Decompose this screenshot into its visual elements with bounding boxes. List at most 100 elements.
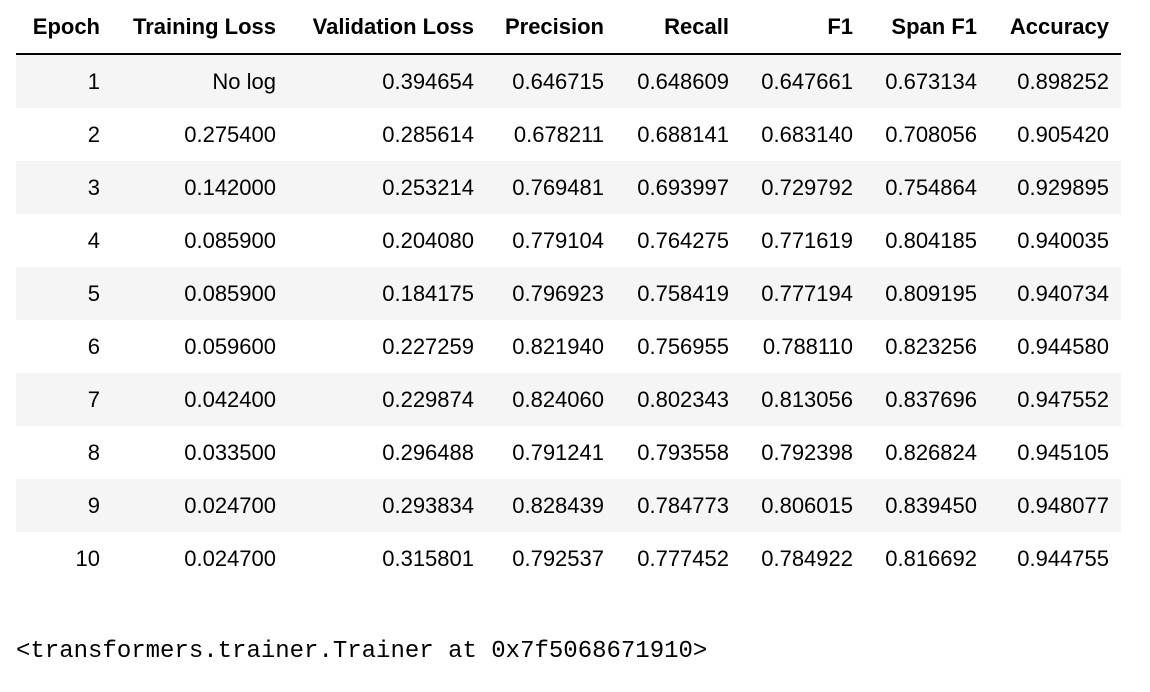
table-cell: 0.059600 [184, 333, 276, 359]
table-cell: 0.837696 [865, 373, 989, 426]
table-cell: No log [112, 54, 288, 108]
column-header: Span F1 [865, 0, 989, 55]
table-row: 3 0.142000 0.253214 0.769481 0.693997 0.72979… [16, 161, 1121, 214]
table-cell: 0.033500 [184, 439, 276, 465]
table-cell: 0.708056 [885, 121, 977, 147]
table-cell: 0.227259 [382, 333, 474, 359]
table-cell: 0.796923 [486, 267, 616, 320]
table-body: 1 No log 0.394654 0.646715 0.648609 0.647661 0… [16, 54, 1121, 585]
table-cell: 0.315801 [382, 545, 474, 571]
table-cell: 4 [87, 227, 100, 253]
column-header: Precision [486, 0, 616, 55]
table-cell: 0.821940 [512, 333, 604, 359]
table-cell: 5 [16, 267, 112, 320]
table-cell: 0.839450 [865, 479, 989, 532]
column-header: Recall [616, 0, 741, 55]
table-row: 8 0.033500 0.296488 0.791241 0.793558 0.79239… [16, 426, 1121, 479]
table-cell: 0.648609 [616, 54, 741, 108]
table-header: Epoch Training Loss Validation Loss Precisi… [16, 0, 1121, 55]
table-cell: 0.693997 [616, 161, 741, 214]
table-cell: 0.945105 [1017, 439, 1109, 465]
training-results-table-container: Epoch Training Loss Validation Loss Precisi… [16, 0, 1121, 585]
table-cell: 0.944755 [1017, 545, 1109, 571]
column-header: Epoch [16, 0, 112, 55]
table-cell: 0.769481 [486, 161, 616, 214]
table-cell: 2 [87, 121, 100, 147]
table-cell: 10 [75, 545, 100, 571]
table-cell: 0.253214 [288, 161, 486, 214]
table-cell: 0.646715 [486, 54, 616, 108]
table-cell: 0.823256 [885, 333, 977, 359]
table-cell: 0.085900 [112, 267, 288, 320]
table-cell: 0.673134 [865, 54, 989, 108]
table-cell: 0.802343 [616, 373, 741, 426]
table-cell: 0.764275 [637, 227, 729, 253]
table-row: 7 0.042400 0.229874 0.824060 0.802343 0.81305… [16, 373, 1121, 426]
table-cell: 3 [16, 161, 112, 214]
table-cell: 0.784922 [761, 545, 853, 571]
table-cell: 0.024700 [112, 479, 288, 532]
table-row: 5 0.085900 0.184175 0.796923 0.758419 0.77719… [16, 267, 1121, 320]
column-header: F1 [741, 0, 865, 55]
table-row: 6 0.059600 0.227259 0.821940 0.756955 0.78811… [16, 320, 1121, 373]
table-cell: 0.085900 [184, 227, 276, 253]
table-cell: 0.828439 [486, 479, 616, 532]
table-cell: 0.678211 [513, 121, 604, 147]
table-cell: 0.688141 [637, 121, 729, 147]
table-cell: 0.042400 [112, 373, 288, 426]
table-cell: 0.793558 [637, 439, 729, 465]
table-cell: 0.275400 [184, 121, 276, 147]
table-cell: 0.791241 [512, 439, 604, 465]
table-row: 9 0.024700 0.293834 0.828439 0.784773 0.80601… [16, 479, 1121, 532]
table-cell: 9 [16, 479, 112, 532]
table-cell: 0.944580 [1017, 333, 1109, 359]
table-cell: 0.824060 [486, 373, 616, 426]
table-cell: 0.826824 [885, 439, 977, 465]
table-cell: 0.756955 [637, 333, 729, 359]
table-cell: 0.816692 [885, 545, 977, 571]
column-header: Accuracy [989, 0, 1121, 55]
table-cell: 0.948077 [989, 479, 1121, 532]
table-cell: 0.771619 [761, 227, 853, 253]
table-cell: 0.905420 [1017, 121, 1109, 147]
table-cell: 0.804185 [885, 227, 977, 253]
table-cell: 0.293834 [288, 479, 486, 532]
table-cell: 0.394654 [288, 54, 486, 108]
column-header: Training Loss [112, 0, 288, 55]
table-cell: 0.940035 [1017, 227, 1109, 253]
table-cell: 0.647661 [741, 54, 865, 108]
table-cell: 0.898252 [989, 54, 1121, 108]
table-cell: 0.792398 [761, 439, 853, 465]
table-cell: 0.777452 [637, 545, 729, 571]
table-row: 2 0.275400 0.285614 0.678211 0.688141 0.68314… [16, 108, 1121, 161]
column-header: Validation Loss [288, 0, 486, 55]
table-cell: 0.142000 [112, 161, 288, 214]
table-cell: 0.729792 [741, 161, 865, 214]
table-cell: 0.947552 [989, 373, 1121, 426]
table-cell: 0.809195 [865, 267, 989, 320]
table-cell: 0.940734 [989, 267, 1121, 320]
table-cell: 0.784773 [616, 479, 741, 532]
table-header-row: Epoch Training Loss Validation Loss Precisi… [16, 0, 1121, 55]
table-cell: 0.229874 [288, 373, 486, 426]
table-cell: 0.296488 [382, 439, 474, 465]
table-cell: 0.792537 [512, 545, 604, 571]
training-results-table: Epoch Training Loss Validation Loss Precisi… [16, 0, 1121, 585]
table-cell: 0.806015 [741, 479, 865, 532]
table-cell: 0.788110 [762, 333, 853, 359]
table-cell: 1 [16, 54, 112, 108]
table-row: 1 No log 0.394654 0.646715 0.648609 0.647661 0… [16, 54, 1121, 108]
trainer-output-repr: <transformers.trainer.Trainer at 0x7f506… [16, 638, 708, 665]
table-cell: 0.779104 [512, 227, 604, 253]
table-cell: 0.754864 [865, 161, 989, 214]
table-cell: 6 [87, 333, 100, 359]
table-cell: 0.184175 [288, 267, 486, 320]
table-cell: 0.758419 [616, 267, 741, 320]
table-cell: 0.777194 [741, 267, 865, 320]
table-cell: 7 [16, 373, 112, 426]
table-cell: 0.813056 [741, 373, 865, 426]
table-cell: 0.683140 [761, 121, 853, 147]
table-cell: 0.024700 [184, 545, 276, 571]
table-cell: 0.204080 [382, 227, 474, 253]
table-row: 10 0.024700 0.315801 0.792537 0.777452 0.7849… [16, 532, 1121, 585]
